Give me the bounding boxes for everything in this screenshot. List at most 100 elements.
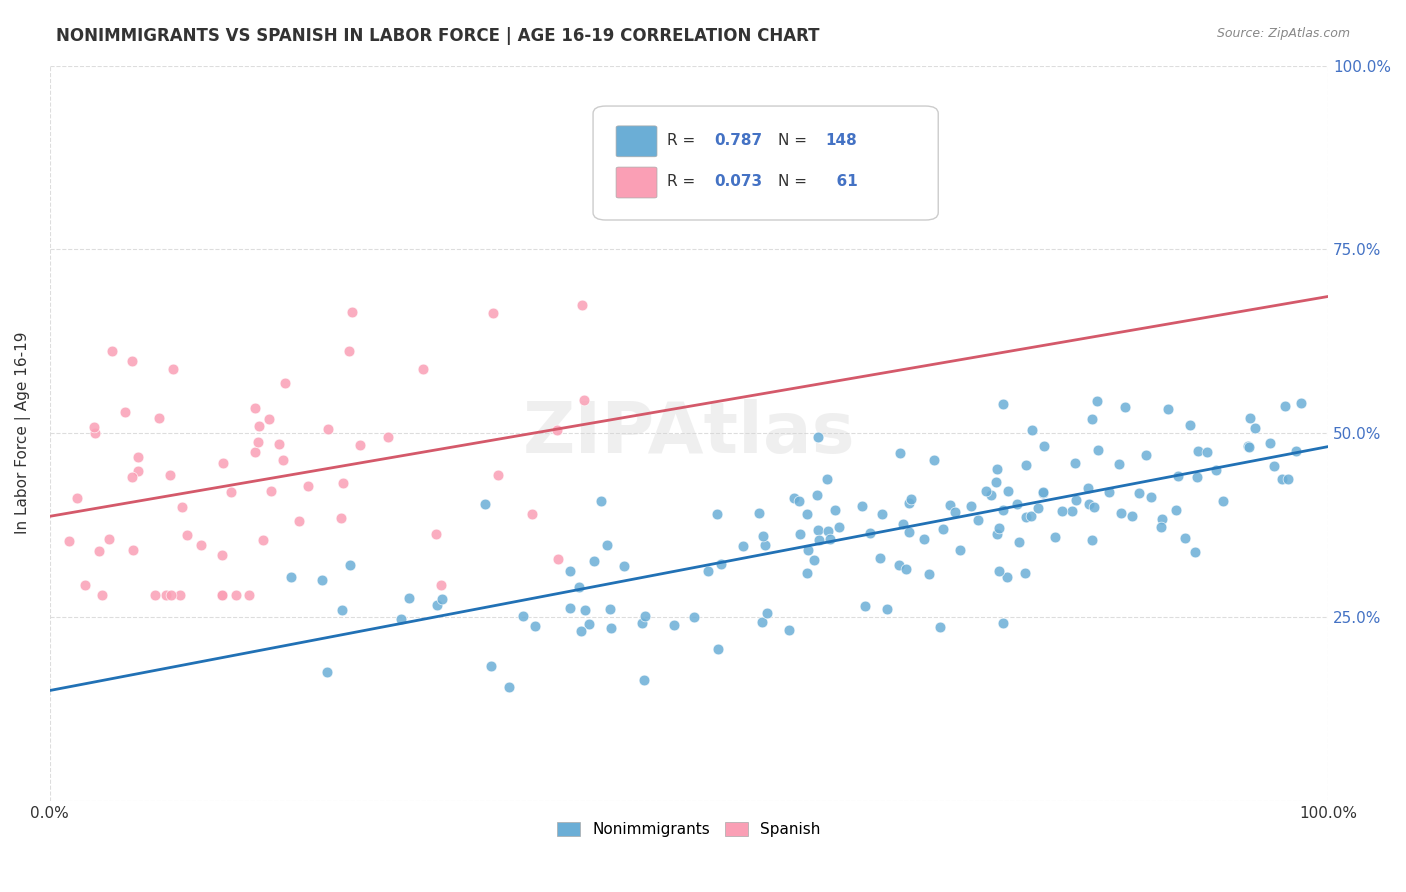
Nonimmigrants [1195, 444, 1218, 458]
Spanish [574, 393, 596, 408]
Spanish [211, 588, 233, 602]
Nonimmigrants [707, 642, 730, 657]
Nonimmigrants [807, 430, 830, 444]
Spanish [127, 464, 149, 478]
Spanish [159, 588, 181, 602]
Text: R =: R = [668, 174, 700, 189]
Spanish [225, 588, 247, 602]
Nonimmigrants [710, 557, 733, 571]
Nonimmigrants [1015, 458, 1038, 473]
Nonimmigrants [796, 566, 818, 580]
Nonimmigrants [966, 513, 988, 527]
Nonimmigrants [479, 659, 502, 673]
Spanish [332, 475, 354, 490]
Nonimmigrants [1032, 485, 1054, 500]
Spanish [91, 588, 114, 602]
Nonimmigrants [803, 553, 825, 567]
Nonimmigrants [778, 623, 800, 637]
Spanish [143, 588, 166, 602]
Nonimmigrants [339, 558, 361, 573]
Nonimmigrants [1064, 457, 1087, 471]
Nonimmigrants [613, 559, 636, 574]
Nonimmigrants [859, 525, 882, 540]
Nonimmigrants [1077, 481, 1099, 495]
Nonimmigrants [1077, 497, 1099, 511]
Nonimmigrants [783, 491, 806, 506]
Nonimmigrants [949, 543, 972, 558]
Nonimmigrants [928, 620, 950, 634]
Nonimmigrants [986, 475, 1008, 489]
Nonimmigrants [1174, 531, 1197, 545]
Nonimmigrants [599, 602, 621, 616]
Spanish [127, 450, 149, 464]
Text: 0.073: 0.073 [714, 174, 762, 189]
Nonimmigrants [991, 503, 1014, 517]
Nonimmigrants [939, 498, 962, 512]
Spanish [288, 514, 311, 528]
Nonimmigrants [1114, 401, 1136, 415]
Spanish [169, 588, 191, 602]
Nonimmigrants [993, 397, 1015, 411]
Spanish [482, 306, 505, 320]
FancyBboxPatch shape [593, 106, 938, 220]
Nonimmigrants [986, 527, 1008, 541]
Spanish [211, 588, 233, 602]
Nonimmigrants [1237, 440, 1260, 454]
Spanish [87, 544, 110, 558]
Nonimmigrants [568, 580, 591, 594]
Spanish [247, 418, 270, 433]
Nonimmigrants [900, 491, 922, 506]
Nonimmigrants [311, 573, 333, 587]
Nonimmigrants [1135, 448, 1157, 462]
Spanish [425, 527, 447, 541]
Nonimmigrants [706, 507, 728, 521]
Text: 148: 148 [825, 133, 858, 148]
Nonimmigrants [1185, 470, 1208, 484]
Nonimmigrants [558, 564, 581, 578]
Nonimmigrants [589, 493, 612, 508]
Nonimmigrants [1166, 502, 1188, 516]
Text: R =: R = [668, 133, 700, 148]
Nonimmigrants [1140, 491, 1163, 505]
Nonimmigrants [474, 497, 496, 511]
Nonimmigrants [558, 601, 581, 615]
Nonimmigrants [733, 539, 755, 553]
Nonimmigrants [918, 566, 941, 581]
Nonimmigrants [634, 609, 657, 624]
Nonimmigrants [1243, 421, 1265, 435]
Nonimmigrants [1205, 463, 1227, 477]
FancyBboxPatch shape [616, 167, 657, 198]
Spanish [121, 354, 143, 368]
Nonimmigrants [974, 483, 997, 498]
Nonimmigrants [754, 538, 776, 552]
Nonimmigrants [748, 506, 770, 520]
Legend: Nonimmigrants, Spanish: Nonimmigrants, Spanish [550, 814, 828, 845]
Nonimmigrants [851, 500, 873, 514]
Nonimmigrants [1015, 510, 1038, 524]
Nonimmigrants [596, 538, 619, 552]
Nonimmigrants [1167, 468, 1189, 483]
Nonimmigrants [600, 621, 623, 635]
Nonimmigrants [751, 615, 773, 629]
Spanish [252, 533, 274, 547]
Nonimmigrants [1178, 418, 1201, 433]
Nonimmigrants [997, 483, 1019, 498]
Nonimmigrants [824, 503, 846, 517]
Spanish [571, 298, 593, 312]
Nonimmigrants [330, 603, 353, 617]
Nonimmigrants [789, 527, 811, 541]
Nonimmigrants [1184, 545, 1206, 559]
Nonimmigrants [876, 602, 898, 616]
Nonimmigrants [1128, 486, 1150, 500]
Nonimmigrants [796, 543, 818, 558]
Nonimmigrants [1043, 530, 1066, 544]
Nonimmigrants [1274, 399, 1296, 413]
Nonimmigrants [806, 487, 828, 501]
Nonimmigrants [631, 616, 654, 631]
Nonimmigrants [1291, 396, 1313, 410]
Spanish [65, 491, 87, 505]
Nonimmigrants [574, 603, 596, 617]
Nonimmigrants [887, 558, 910, 572]
Nonimmigrants [995, 570, 1018, 584]
Spanish [377, 430, 399, 444]
